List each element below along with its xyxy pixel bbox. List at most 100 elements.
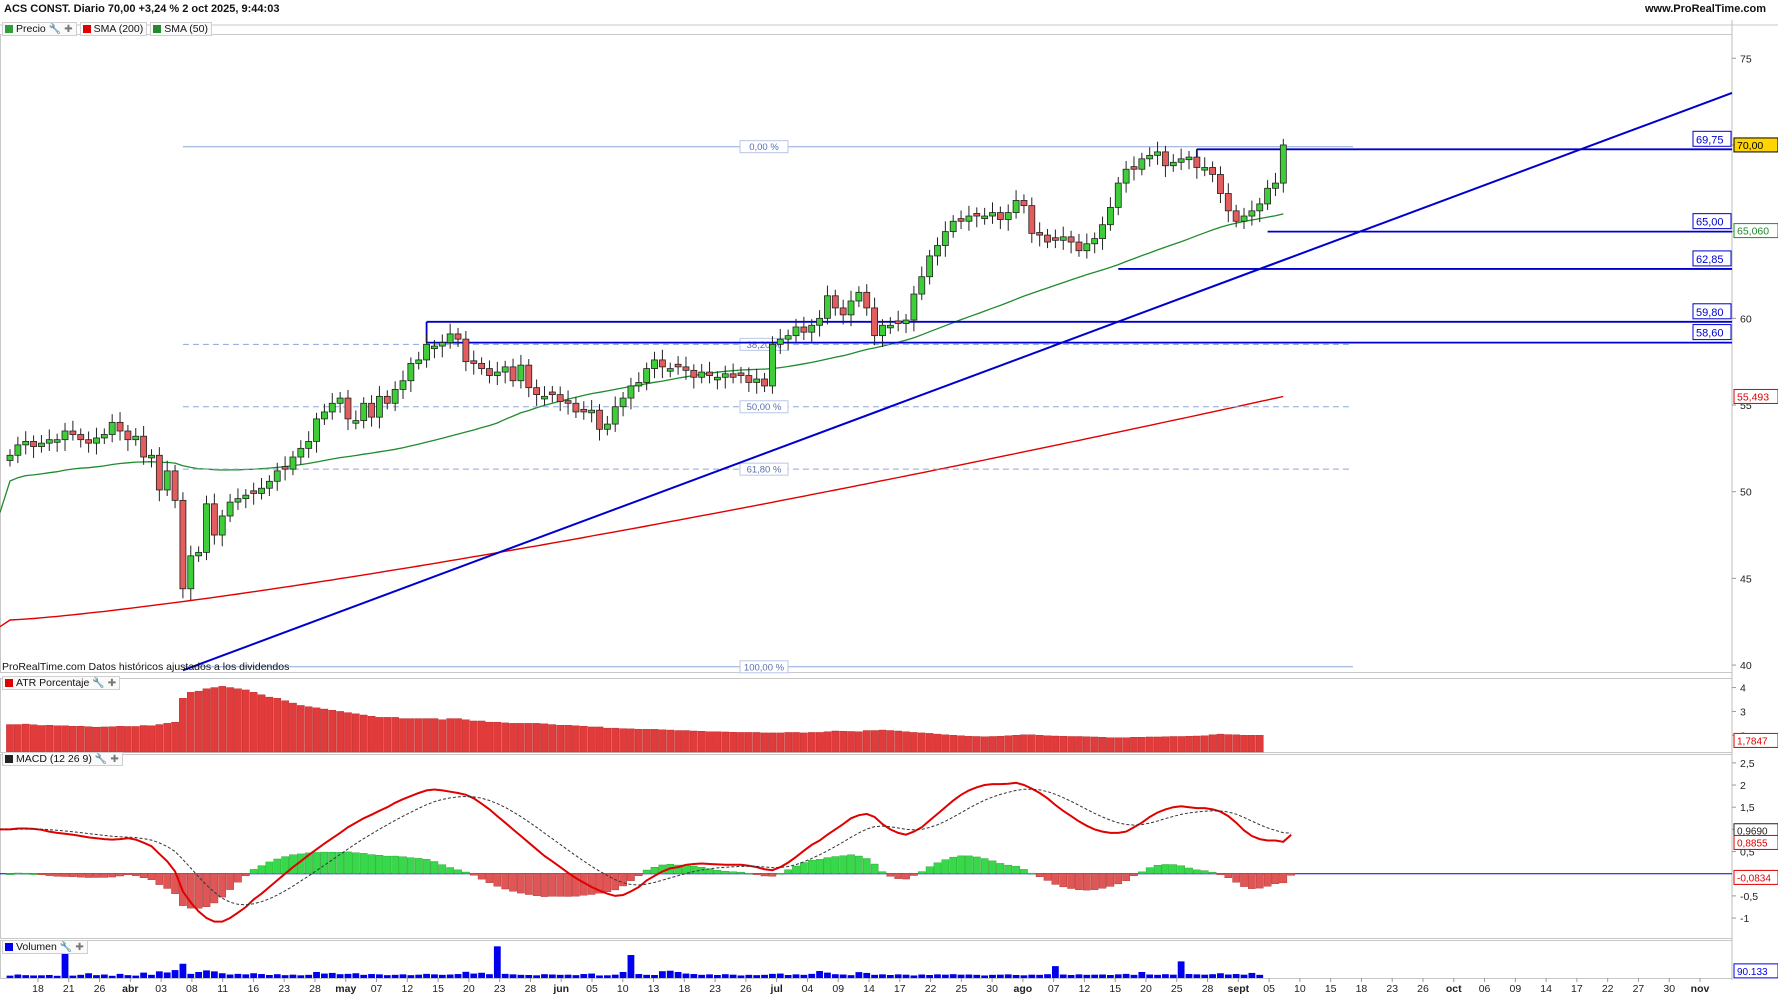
wrench-icon[interactable]: 🔧 bbox=[92, 677, 105, 689]
volume-bar bbox=[879, 974, 886, 978]
last-price-label: 70,00 bbox=[1737, 140, 1763, 152]
volume-bar bbox=[250, 973, 258, 978]
atr-bar bbox=[1043, 735, 1052, 753]
volume-bar bbox=[203, 970, 210, 978]
plus-icon[interactable]: ✚ bbox=[64, 23, 73, 35]
atr-bar bbox=[1185, 736, 1193, 753]
volume-bar bbox=[53, 975, 61, 978]
volume-bar bbox=[1209, 974, 1216, 978]
candle-body bbox=[431, 345, 438, 350]
x-tick-label: 25 bbox=[955, 983, 967, 995]
candle-body bbox=[1114, 182, 1122, 208]
wrench-icon[interactable]: 🔧 bbox=[94, 753, 108, 765]
macd-histogram-bar bbox=[1122, 873, 1130, 881]
atr-bar bbox=[1004, 735, 1013, 753]
volume-bar bbox=[1177, 961, 1185, 978]
legend-sma50[interactable]: SMA (50) bbox=[150, 22, 212, 36]
volume-bar bbox=[1146, 974, 1154, 978]
volume-bar bbox=[596, 975, 603, 978]
x-tick-label: 22 bbox=[925, 983, 937, 995]
atr-bar bbox=[925, 733, 934, 753]
plus-icon[interactable]: ✚ bbox=[107, 677, 117, 689]
volume-bar bbox=[761, 974, 768, 978]
legend-volumen[interactable]: Volumen 🔧 ✚ bbox=[2, 940, 88, 954]
volume-bar bbox=[470, 973, 478, 978]
macd-histogram-bar bbox=[855, 855, 863, 874]
atr-bar bbox=[1083, 736, 1091, 753]
candle-body bbox=[603, 423, 611, 430]
macd-histogram-bar bbox=[815, 859, 824, 874]
macd-histogram-bar bbox=[784, 869, 792, 874]
atr-bar bbox=[1169, 736, 1178, 753]
legend-macd[interactable]: MACD (12 26 9) 🔧 ✚ bbox=[2, 752, 123, 766]
volume-bar bbox=[265, 974, 273, 978]
volume-bar bbox=[690, 974, 698, 978]
candle-body bbox=[871, 307, 878, 337]
legend-precio[interactable]: Precio 🔧 ✚ bbox=[2, 22, 77, 36]
atr-bar bbox=[414, 718, 423, 753]
candle-body bbox=[1020, 200, 1028, 207]
atr-bar bbox=[469, 720, 478, 753]
volume-bar bbox=[313, 971, 320, 978]
candle-body bbox=[533, 387, 541, 396]
chart-title: ACS CONST. Diario 70,00 +3,24 % 2 oct 20… bbox=[4, 3, 280, 15]
atr-bar bbox=[76, 726, 85, 753]
candle-body bbox=[1169, 161, 1177, 167]
atr-bar bbox=[430, 718, 439, 753]
candle-body bbox=[619, 397, 627, 408]
atr-bar bbox=[980, 736, 989, 753]
atr-bar bbox=[226, 687, 234, 753]
atr-swatch bbox=[5, 679, 13, 687]
candle-body bbox=[6, 454, 14, 461]
candle-body bbox=[1044, 234, 1051, 243]
plus-icon[interactable]: ✚ bbox=[75, 941, 84, 953]
macd-histogram-bar bbox=[1067, 873, 1075, 889]
atr-last-label: 1,7847 bbox=[1737, 736, 1768, 747]
volume-bar bbox=[658, 971, 666, 978]
atr-bar bbox=[635, 729, 643, 753]
macd-histogram-bar bbox=[831, 856, 840, 874]
atr-bar bbox=[548, 724, 557, 753]
legend-sma50-label: SMA (50) bbox=[164, 23, 208, 35]
volume-bar bbox=[1075, 974, 1083, 978]
atr-bar bbox=[524, 723, 533, 753]
candle-body bbox=[658, 359, 666, 368]
volume-bar bbox=[30, 975, 37, 978]
macd-histogram-bar bbox=[996, 863, 1005, 874]
x-tick-label: 05 bbox=[1263, 983, 1275, 995]
x-tick-label: 26 bbox=[740, 983, 752, 995]
wrench-icon[interactable]: 🔧 bbox=[48, 23, 62, 35]
volume-bar bbox=[1012, 974, 1020, 978]
volume-bar bbox=[855, 972, 863, 978]
candle-body bbox=[808, 324, 816, 333]
atr-tick-label: 3 bbox=[1740, 706, 1746, 718]
legend-sma200[interactable]: SMA (200) bbox=[79, 22, 148, 36]
atr-bar bbox=[752, 732, 761, 753]
atr-bar bbox=[1193, 735, 1201, 753]
candle-body bbox=[14, 444, 22, 456]
volume-bar bbox=[328, 972, 336, 978]
macd-panel bbox=[0, 754, 1733, 939]
level-label: 65,00 bbox=[1696, 217, 1724, 229]
volume-bar bbox=[124, 975, 132, 978]
wrench-icon[interactable]: 🔧 bbox=[59, 941, 73, 953]
candle-body bbox=[344, 397, 352, 420]
candle-body bbox=[816, 317, 823, 326]
candle-body bbox=[399, 380, 407, 390]
sma50-last-label-box bbox=[1733, 223, 1778, 239]
atr-bar bbox=[171, 721, 179, 753]
macd-histogram-bar bbox=[1083, 873, 1091, 891]
plus-icon[interactable]: ✚ bbox=[110, 753, 119, 765]
legend-atr[interactable]: ATR Porcentaje 🔧 ✚ bbox=[2, 676, 121, 690]
macd-signal-label: 0,9690 bbox=[1737, 827, 1768, 838]
volume-bar bbox=[1044, 974, 1051, 978]
macd-histogram-bar bbox=[194, 873, 203, 909]
volume-bar bbox=[226, 974, 234, 978]
fib-label: 38,20 % bbox=[747, 340, 782, 351]
macd-histogram-bar bbox=[1027, 872, 1036, 875]
volume-bar bbox=[1091, 974, 1099, 978]
candle-body bbox=[627, 385, 635, 399]
site-link[interactable]: www.ProRealTime.com bbox=[1644, 3, 1766, 15]
atr-bar bbox=[21, 723, 30, 753]
volume-bar bbox=[533, 975, 541, 978]
